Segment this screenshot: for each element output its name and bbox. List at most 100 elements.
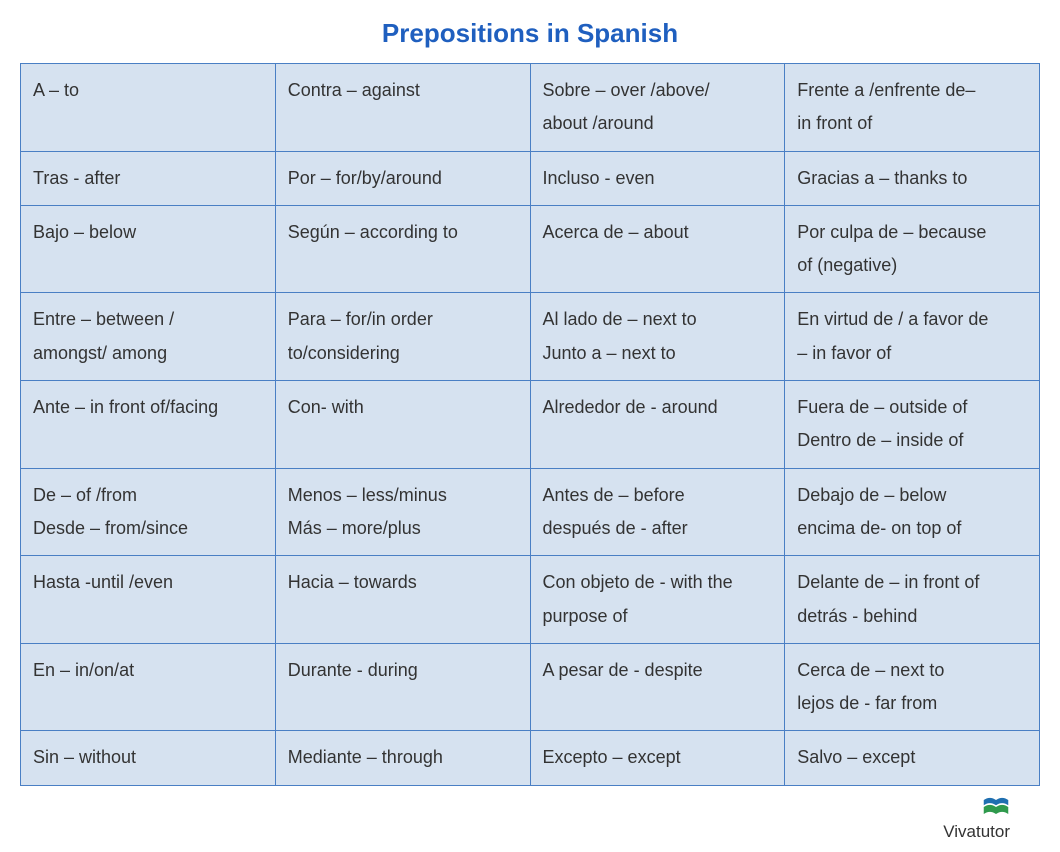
cell-text: Delante de – in front of — [797, 566, 1027, 599]
cell-text: Entre – between / — [33, 303, 263, 336]
cell-text: A pesar de - despite — [543, 654, 773, 687]
table-cell: Salvo – except — [785, 731, 1040, 785]
table-cell: Excepto – except — [530, 731, 785, 785]
table-cell: Por culpa de – becauseof (negative) — [785, 205, 1040, 293]
cell-text: Fuera de – outside of — [797, 391, 1027, 424]
cell-text: Mediante – through — [288, 741, 518, 774]
cell-text: Desde – from/since — [33, 512, 263, 545]
brand-label: Vivatutor — [943, 822, 1010, 842]
cell-text: to/considering — [288, 337, 518, 370]
cell-text: detrás - behind — [797, 600, 1027, 633]
table-cell: Para – for/in orderto/considering — [275, 293, 530, 381]
cell-text: después de - after — [543, 512, 773, 545]
cell-text: Dentro de – inside of — [797, 424, 1027, 457]
table-cell: Durante - during — [275, 643, 530, 731]
cell-text: Frente a /enfrente de– — [797, 74, 1027, 107]
table-row: En – in/on/at Durante - during A pesar de … — [21, 643, 1040, 731]
table-cell: Ante – in front of/facing — [21, 381, 276, 469]
cell-text: Según – according to — [288, 216, 518, 249]
cell-text: Por culpa de – because — [797, 216, 1027, 249]
table-cell: Al lado de – next toJunto a – next to — [530, 293, 785, 381]
table-cell: Antes de – beforedespués de - after — [530, 468, 785, 556]
cell-text: Más – more/plus — [288, 512, 518, 545]
table-cell: Según – according to — [275, 205, 530, 293]
table-row: De – of /fromDesde – from/sinceMenos – l… — [21, 468, 1040, 556]
cell-text: Tras - after — [33, 162, 263, 195]
table-cell: Gracias a – thanks to — [785, 151, 1040, 205]
cell-text: Por – for/by/around — [288, 162, 518, 195]
prepositions-table: A – to Contra – against Sobre – over /abov… — [20, 63, 1040, 786]
cell-text: Hasta -until /even — [33, 566, 263, 599]
cell-text: Incluso - even — [543, 162, 773, 195]
table-row: Sin – without Mediante – through Excepto –… — [21, 731, 1040, 785]
table-row: Tras - after Por – for/by/around Incluso -… — [21, 151, 1040, 205]
cell-text: De – of /from — [33, 479, 263, 512]
cell-text: Menos – less/minus — [288, 479, 518, 512]
cell-text: Alrededor de - around — [543, 391, 773, 424]
table-cell: Sobre – over /above/about /around — [530, 64, 785, 152]
table-row: A – to Contra – against Sobre – over /abov… — [21, 64, 1040, 152]
cell-text: Acerca de – about — [543, 216, 773, 249]
cell-text: Sobre – over /above/ — [543, 74, 773, 107]
cell-text: Contra – against — [288, 74, 518, 107]
table-row: Hasta -until /even Hacia – towards Con obj… — [21, 556, 1040, 644]
cell-text: Al lado de – next to — [543, 303, 773, 336]
table-row: Bajo – below Según – according to Acerca d… — [21, 205, 1040, 293]
table-cell: Hasta -until /even — [21, 556, 276, 644]
table-row: Ante – in front of/facing Con- with Alrede… — [21, 381, 1040, 469]
cell-text: – in favor of — [797, 337, 1027, 370]
cell-text: of (negative) — [797, 249, 1027, 282]
table-cell: Entre – between /amongst/ among — [21, 293, 276, 381]
page-title: Prepositions in Spanish — [20, 18, 1040, 49]
table-cell: En virtud de / a favor de– in favor of — [785, 293, 1040, 381]
cell-text: about /around — [543, 107, 773, 140]
table-cell: Menos – less/minusMás – more/plus — [275, 468, 530, 556]
table-cell: A – to — [21, 64, 276, 152]
table-cell: Cerca de – next to lejos de - far from — [785, 643, 1040, 731]
cell-text: lejos de - far from — [797, 687, 1027, 720]
cell-text: amongst/ among — [33, 337, 263, 370]
cell-text: Con- with — [288, 391, 518, 424]
table-cell: Fuera de – outside ofDentro de – inside … — [785, 381, 1040, 469]
table-cell: Hacia – towards — [275, 556, 530, 644]
cell-text: Antes de – before — [543, 479, 773, 512]
table-cell: Con- with — [275, 381, 530, 469]
book-icon — [982, 796, 1010, 818]
table-row: Entre – between /amongst/ amongPara – fo… — [21, 293, 1040, 381]
table-cell: Sin – without — [21, 731, 276, 785]
cell-text: Sin – without — [33, 741, 263, 774]
table-cell: Debajo de – belowencima de- on top of — [785, 468, 1040, 556]
page-container: Prepositions in Spanish A – to Contra – a… — [0, 0, 1060, 852]
table-cell: Contra – against — [275, 64, 530, 152]
table-cell: Incluso - even — [530, 151, 785, 205]
table-cell: Delante de – in front ofdetrás - behind — [785, 556, 1040, 644]
cell-text: Junto a – next to — [543, 337, 773, 370]
cell-text: Debajo de – below — [797, 479, 1027, 512]
cell-text: Ante – in front of/facing — [33, 391, 263, 424]
table-cell: Tras - after — [21, 151, 276, 205]
table-cell: Alrededor de - around — [530, 381, 785, 469]
cell-text: encima de- on top of — [797, 512, 1027, 545]
table-cell: Con objeto de - with thepurpose of — [530, 556, 785, 644]
cell-text: Con objeto de - with the — [543, 566, 773, 599]
table-cell: Acerca de – about — [530, 205, 785, 293]
table-cell: Frente a /enfrente de–in front of — [785, 64, 1040, 152]
cell-text: Durante - during — [288, 654, 518, 687]
cell-text: En virtud de / a favor de — [797, 303, 1027, 336]
cell-text: Salvo – except — [797, 741, 1027, 774]
cell-text: Bajo – below — [33, 216, 263, 249]
cell-text: in front of — [797, 107, 1027, 140]
cell-text: purpose of — [543, 600, 773, 633]
table-cell: De – of /fromDesde – from/since — [21, 468, 276, 556]
cell-text: Para – for/in order — [288, 303, 518, 336]
table-cell: Por – for/by/around — [275, 151, 530, 205]
cell-text: Cerca de – next to — [797, 654, 1027, 687]
cell-text: A – to — [33, 74, 263, 107]
cell-text: En – in/on/at — [33, 654, 263, 687]
table-cell: Bajo – below — [21, 205, 276, 293]
table-cell: Mediante – through — [275, 731, 530, 785]
cell-text: Hacia – towards — [288, 566, 518, 599]
footer: Vivatutor — [20, 796, 1040, 842]
cell-text: Excepto – except — [543, 741, 773, 774]
table-cell: En – in/on/at — [21, 643, 276, 731]
